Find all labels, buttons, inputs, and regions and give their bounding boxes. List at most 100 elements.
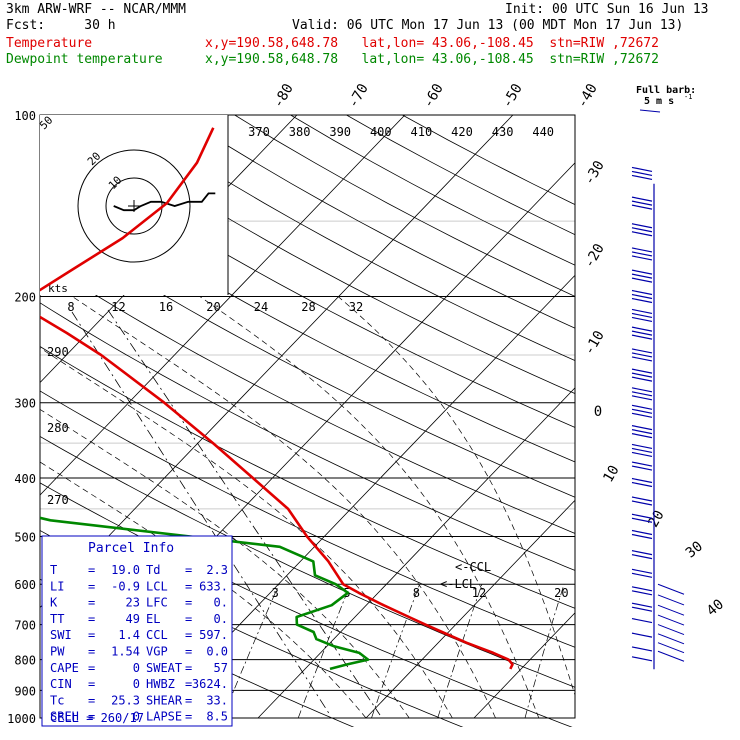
hodograph-speed-label: 20 bbox=[206, 300, 220, 314]
parcel-key: T bbox=[50, 563, 57, 577]
isotherm-label: -30 bbox=[581, 158, 608, 188]
mixing-ratio-line bbox=[437, 584, 483, 719]
parcel-eq: = bbox=[88, 596, 95, 610]
wind-barb bbox=[631, 297, 653, 304]
parcel-key: PW bbox=[50, 645, 65, 659]
parcel-eq: = bbox=[185, 612, 192, 626]
wind-barb bbox=[657, 650, 685, 662]
isotherm-label: 0 bbox=[594, 404, 602, 420]
wind-barb bbox=[631, 334, 653, 340]
theta-label: 280 bbox=[47, 421, 69, 435]
hodograph-ring bbox=[77, 149, 191, 263]
barb-key-exponent: -1 bbox=[684, 93, 692, 101]
wind-barb bbox=[631, 572, 653, 578]
wind-barb bbox=[631, 231, 653, 237]
wind-barb bbox=[657, 614, 685, 626]
parcel-eq: = bbox=[88, 628, 95, 642]
hodograph-speed-label: 32 bbox=[349, 300, 363, 314]
isotherm bbox=[473, 612, 575, 719]
temperature-legend-label: Temperature bbox=[6, 36, 93, 51]
dry-adiabat bbox=[290, 115, 575, 266]
wind-barb bbox=[631, 408, 653, 414]
wind-barb bbox=[631, 204, 653, 210]
mixing-ratio-line bbox=[371, 584, 420, 719]
moist-adiabat bbox=[199, 296, 540, 719]
wind-barb bbox=[631, 170, 653, 177]
wind-barb bbox=[631, 517, 653, 523]
hodograph-speed-label: 16 bbox=[159, 300, 173, 314]
parcel-key: LI bbox=[50, 579, 64, 593]
wind-barb bbox=[631, 529, 653, 536]
theta-label: 390 bbox=[329, 125, 351, 139]
pressure-label-900: 900 bbox=[14, 684, 36, 698]
isotherm bbox=[365, 499, 575, 719]
parcel-eq: = bbox=[185, 693, 192, 707]
isotherm bbox=[40, 115, 406, 496]
theta-label: 440 bbox=[532, 125, 554, 139]
isotherm-label: -20 bbox=[581, 241, 608, 271]
wind-barb bbox=[631, 656, 653, 662]
isotherm bbox=[257, 387, 575, 719]
wind-barb bbox=[631, 477, 653, 484]
theta-label: 430 bbox=[492, 125, 514, 139]
parcel-value: 1.54 bbox=[111, 645, 140, 659]
parcel-info-title: Parcel Info bbox=[88, 541, 174, 556]
isotherm-label: -50 bbox=[499, 81, 526, 111]
forecast-hour: Fcst: 30 h bbox=[6, 18, 116, 33]
parcel-key: VGP bbox=[146, 645, 168, 659]
wind-barb bbox=[631, 550, 653, 556]
wind-barb bbox=[631, 348, 653, 354]
dry-adiabat bbox=[40, 135, 575, 428]
mixing-ratio-label: 20 bbox=[554, 586, 568, 600]
theta-label: 290 bbox=[47, 345, 69, 359]
parcel-eq: = bbox=[88, 677, 95, 691]
parcel-key: HWBZ bbox=[146, 677, 175, 691]
parcel-value: 25.3 bbox=[111, 693, 140, 707]
lcl-label: <-LCL bbox=[440, 577, 476, 591]
wind-barb bbox=[657, 624, 685, 636]
mixing-ratio-line bbox=[524, 584, 565, 719]
theta-label: 400 bbox=[370, 125, 392, 139]
hodograph-speed-label: 12 bbox=[111, 300, 125, 314]
theta-label: 410 bbox=[411, 125, 433, 139]
theta-label: 420 bbox=[451, 125, 473, 139]
dry-adiabat bbox=[40, 578, 355, 727]
plot-frame bbox=[39, 114, 576, 719]
init-time: Init: 00 UTC Sun 16 Jun 13 bbox=[505, 2, 709, 17]
parcel-key: CCL bbox=[146, 628, 168, 642]
wind-barb bbox=[631, 461, 653, 467]
wind-barb bbox=[631, 174, 653, 181]
parcel-value: 19.0 bbox=[111, 563, 140, 577]
parcel-key: SWI bbox=[50, 628, 72, 642]
wind-barb bbox=[631, 196, 653, 202]
dewpoint-legend-info: x,y=190.58,648.78 lat,lon= 43.06,-108.45… bbox=[205, 52, 659, 67]
dry-adiabat bbox=[66, 115, 575, 395]
wind-barb bbox=[631, 632, 653, 638]
parcel-value: 1.4 bbox=[118, 628, 140, 642]
wind-barb bbox=[631, 602, 653, 608]
wind-barb bbox=[631, 590, 653, 596]
isotherm bbox=[40, 115, 514, 609]
parcel-key: SREH bbox=[50, 710, 79, 724]
parcel-eq: = bbox=[185, 661, 192, 675]
wind-barb bbox=[631, 606, 653, 612]
wind-barb bbox=[631, 372, 653, 378]
wind-barb bbox=[631, 356, 653, 362]
wind-barb bbox=[631, 443, 653, 450]
parcel-eq: = bbox=[185, 596, 192, 610]
wind-barb bbox=[631, 200, 653, 206]
ccl-label: <-CCL bbox=[455, 560, 491, 574]
wind-barb bbox=[631, 391, 653, 397]
wind-barb bbox=[631, 646, 653, 652]
wind-barb bbox=[631, 513, 653, 519]
mixing-ratio-label: 8 bbox=[413, 586, 420, 600]
parcel-eq: = bbox=[88, 579, 95, 593]
wind-barb bbox=[631, 568, 653, 574]
hodograph-units: kts bbox=[48, 282, 68, 295]
wind-barb bbox=[631, 481, 653, 488]
parcel-value: 0 bbox=[133, 677, 140, 691]
wind-barb bbox=[631, 316, 653, 323]
parcel-eq: = bbox=[185, 563, 192, 577]
mixing-ratio-label: 12 bbox=[472, 586, 486, 600]
